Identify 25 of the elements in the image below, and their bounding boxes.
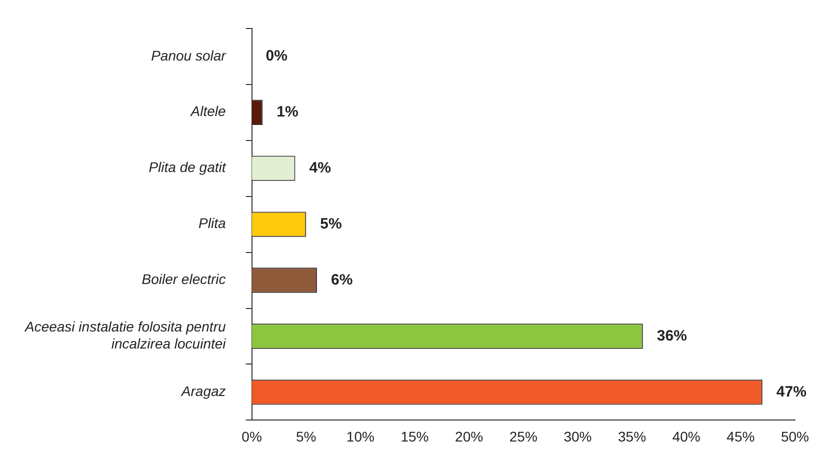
x-tick-label: 20% [455, 428, 484, 444]
x-tick-label: 45% [726, 428, 755, 444]
x-tick-label: 35% [618, 428, 646, 444]
data-label: 5% [320, 215, 342, 232]
data-label: 4% [309, 159, 331, 176]
x-tick-label: 30% [564, 428, 592, 444]
x-tick-label: 5% [296, 428, 316, 444]
x-tick-label: 0% [242, 428, 262, 444]
data-label: 1% [276, 104, 298, 120]
x-tick-label: 40% [672, 428, 700, 444]
y-tick-label: Plita de gatit [148, 159, 227, 176]
y-tick-label: Panou solar [151, 47, 228, 64]
data-label: 0% [266, 48, 288, 65]
data-label: 36% [656, 327, 687, 344]
y-tick-label: Altele [190, 103, 226, 120]
data-label: 47% [776, 383, 806, 400]
x-tick-label: 10% [346, 428, 374, 444]
x-tick-label: 25% [509, 428, 538, 444]
data-label: 6% [330, 271, 353, 288]
x-tick-label: 15% [400, 428, 429, 444]
y-tick-label: Aragaz [180, 383, 226, 400]
y-tick-label: Aceeasi instalatie folosita pentru incalzirea locuintei [24, 318, 227, 352]
x-tick-label: 50% [780, 428, 810, 444]
y-tick-label: Boiler electric [142, 271, 226, 288]
y-tick-label: Plita [198, 215, 226, 232]
